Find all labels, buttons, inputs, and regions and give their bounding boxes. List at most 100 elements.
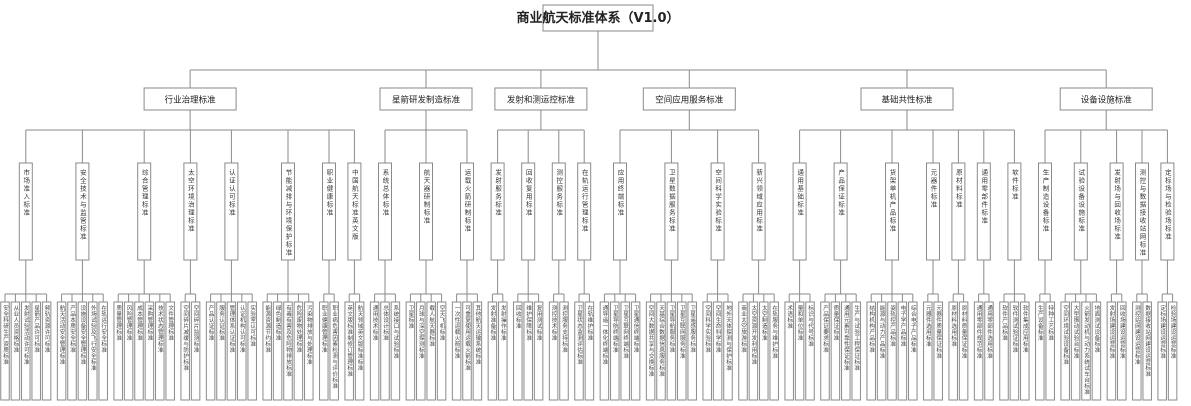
standard-leaf-node: [523, 301, 533, 401]
standard-leaf-label: 职业健康管理标准: [321, 305, 328, 354]
standard-leaf-label: 空间碎片监测标准: [193, 304, 200, 354]
standard-leaf-label: 成本管理标准: [136, 304, 143, 342]
standard-leaf-label: 回收场建设运营标准: [1119, 305, 1126, 360]
standard-leaf-node: [1157, 301, 1167, 401]
standard-leaf-node: [0, 301, 10, 401]
standard-leaf-label: 能源与动力产品标准: [879, 304, 886, 360]
standard-leaf-label: 太空资源开发利用标准: [750, 304, 757, 366]
standard-leaf-node: [876, 301, 887, 401]
standard-leaf-node: [354, 301, 365, 401]
standard-leaf-label: 回收标准: [515, 305, 522, 330]
subcategory-label: 新兴领域应用标准: [755, 168, 763, 233]
standard-leaf-node: [216, 301, 226, 401]
standard-leaf-node: [113, 301, 123, 401]
standard-leaf-label: 一次性运载火箭标准: [454, 305, 461, 360]
standard-leaf-label: 量和单位标准: [797, 305, 804, 342]
standard-leaf-label: 频轨资源许可标准: [44, 304, 51, 354]
standard-leaf-node: [155, 301, 165, 401]
standard-leaf-label: 卫星导航终端标准: [612, 305, 619, 354]
standard-leaf-node: [584, 301, 595, 401]
standard-leaf-label: 卫星通信终端标准: [633, 305, 640, 354]
standard-leaf-node: [574, 301, 584, 401]
standard-leaf-label: 空间科学实验标准: [704, 304, 711, 354]
standard-leaf-node: [31, 301, 41, 401]
standard-leaf-node: [123, 301, 134, 401]
standard-leaf-label: 设施设备安全管理标准: [79, 304, 86, 366]
standard-leaf-node: [1132, 301, 1142, 401]
subcategory-label: 中国航天标准英文版: [350, 168, 358, 241]
standard-leaf-label: 采购管理标准: [146, 304, 153, 342]
standard-leaf-node: [712, 301, 723, 401]
standard-leaf-node: [999, 301, 1009, 401]
standard-leaf-node: [1081, 301, 1091, 401]
subcategory-label: 元器件标准: [929, 169, 937, 209]
standard-leaf-node: [369, 301, 380, 401]
standard-leaf-node: [533, 301, 544, 401]
standard-leaf-node: [67, 301, 77, 401]
standard-leaf-node: [851, 301, 861, 401]
standard-leaf-node: [319, 301, 329, 401]
standard-leaf-label: 空间环境试验设备标准: [1062, 304, 1069, 366]
standard-leaf-node: [908, 301, 918, 401]
standard-leaf-label: 数据接收站网建设运营标准: [1144, 304, 1151, 378]
standard-leaf-node: [1142, 301, 1152, 401]
standard-leaf-label: 地外天体探测与保护标准: [725, 304, 732, 372]
standard-leaf-label: 卫星互联网终端标准: [622, 305, 629, 360]
subcategory-label: 回收复用标准: [524, 169, 532, 217]
standard-leaf-label: 测控站网建设运营标准: [1134, 304, 1141, 366]
standard-leaf-node: [1009, 301, 1020, 401]
standard-leaf-node: [656, 301, 666, 401]
standard-leaf-node: [759, 301, 769, 401]
standard-leaf-node: [820, 301, 830, 401]
standard-leaf-node: [226, 301, 237, 401]
standard-leaf-node: [1091, 301, 1102, 401]
standard-leaf-label: 安全科研生产资质标准: [2, 304, 9, 366]
standard-leaf-label: 卫星遥感服务标准: [689, 305, 696, 354]
subcategory-label: 系统总体标准: [381, 168, 389, 217]
subcategory-label: 生产制造设备标准: [1041, 168, 1049, 233]
standard-leaf-node: [1035, 301, 1045, 401]
standard-leaf-label: 通导遥一体化终端标准: [601, 304, 608, 366]
subcategory-label: 通用零部件标准: [980, 168, 988, 225]
standard-leaf-label: 管理体系认证标准: [228, 304, 235, 354]
standard-leaf-node: [805, 301, 815, 401]
standard-leaf-node: [180, 301, 190, 401]
standard-leaf-label: 通用零部件选用标准: [986, 304, 993, 360]
subcategory-label: 应用终端标准: [616, 168, 624, 217]
category-label: 基础共性标准: [881, 95, 933, 106]
standard-leaf-label: 检验场建设运营标准: [1170, 304, 1177, 360]
standard-leaf-label: 在轨服务与维护标准: [771, 304, 778, 360]
subcategory-label: 定标场与检验场标准: [1163, 168, 1171, 241]
standard-leaf-label: 测控服务支持标准: [561, 304, 568, 354]
standard-leaf-node: [548, 301, 559, 401]
root-node: [542, 4, 654, 32]
standard-leaf-label: 产品本质安全标准: [69, 304, 76, 354]
subcategory-label: 产品保证标准: [837, 168, 845, 217]
standard-leaf-label: 发射场建设运营标准: [1108, 304, 1115, 360]
standard-leaf-node: [794, 301, 805, 401]
standard-leaf-label: 空间大数据共享与交换标准: [648, 304, 655, 378]
standard-leaf-label: 技术状态管理标准: [157, 304, 164, 354]
category-label: 星箭研发制造标准: [392, 95, 461, 106]
standard-leaf-node: [1020, 301, 1030, 401]
standard-leaf-label: 有毒有害及危险物排放标准: [285, 304, 292, 378]
subcategory-label: 在轨运行管理标准: [580, 168, 588, 233]
standard-leaf-node: [41, 301, 52, 401]
standard-leaf-label: 电子学产品标准: [899, 304, 906, 348]
standard-leaf-label: 产品保证要求标准: [822, 304, 829, 354]
standard-leaf-node: [702, 301, 712, 401]
standard-leaf-label: 测控技术标准: [551, 304, 558, 342]
standard-leaf-node: [984, 301, 994, 401]
standard-leaf-label: 商业太空旅游标准: [740, 304, 747, 354]
standard-leaf-node: [1117, 301, 1127, 401]
subcategory-label: 发射场与回收场标准: [1113, 168, 1121, 241]
subcategory-label: 测控与数据接收站网标准: [1138, 169, 1146, 257]
standard-leaf-label: 软件产品标准: [1001, 304, 1008, 342]
standard-leaf-node: [1167, 301, 1178, 401]
standard-leaf-label: 污染物排放与处理标准: [306, 304, 313, 366]
subcategory-label: 运载火箭研制标准: [463, 169, 471, 233]
standard-leaf-node: [436, 301, 447, 401]
standard-leaf-node: [973, 301, 984, 401]
standard-leaf-node: [10, 301, 21, 401]
standard-leaf-label: 通用元素可靠性保证标准: [843, 304, 850, 372]
